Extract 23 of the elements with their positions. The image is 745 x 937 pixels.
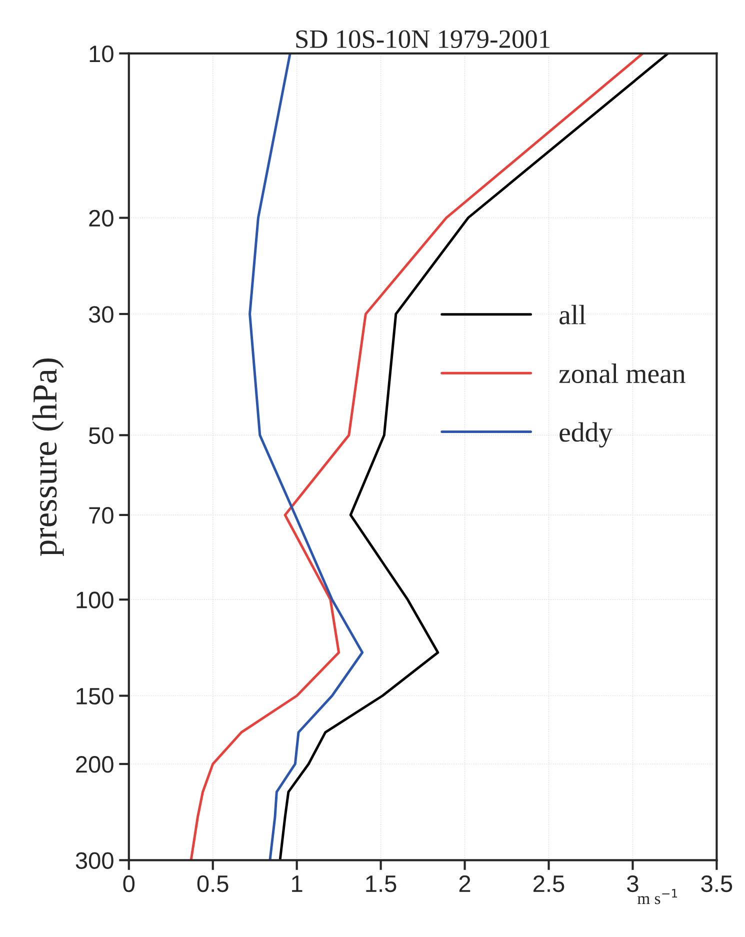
x-tick-label: 2 <box>459 875 470 892</box>
y-tick-label: 50 <box>88 427 114 444</box>
y-tick-label: 150 <box>76 688 114 705</box>
y-tick-label: 300 <box>76 852 114 869</box>
chart-title: SD 10S-10N 1979-2001 <box>296 30 550 48</box>
y-axis-title: pressure (hPa) <box>32 358 64 556</box>
legend-label: all <box>560 304 586 324</box>
y-tick-label: 20 <box>89 210 114 227</box>
x-tick-label: 3.5 <box>701 875 732 892</box>
y-tick-label: 100 <box>76 592 114 608</box>
y-tick-label: 200 <box>76 756 114 773</box>
x-tick-label: 1 <box>292 876 302 892</box>
y-tick-label: 10 <box>90 45 114 62</box>
legend-label: zonal mean <box>559 364 686 384</box>
y-tick-label: 30 <box>88 306 114 323</box>
x-tick-label: 0.5 <box>197 875 228 892</box>
x-tick-label: 1.5 <box>366 876 396 892</box>
x-tick-label: 2.5 <box>534 875 564 892</box>
x-tick-label: 0 <box>123 875 135 892</box>
x-axis-title: m s$^{−1}$ <box>638 889 678 904</box>
y-tick-label: 70 <box>89 507 114 524</box>
legend-label: eddy <box>560 422 612 448</box>
x-tick-label: 3 <box>627 875 638 892</box>
